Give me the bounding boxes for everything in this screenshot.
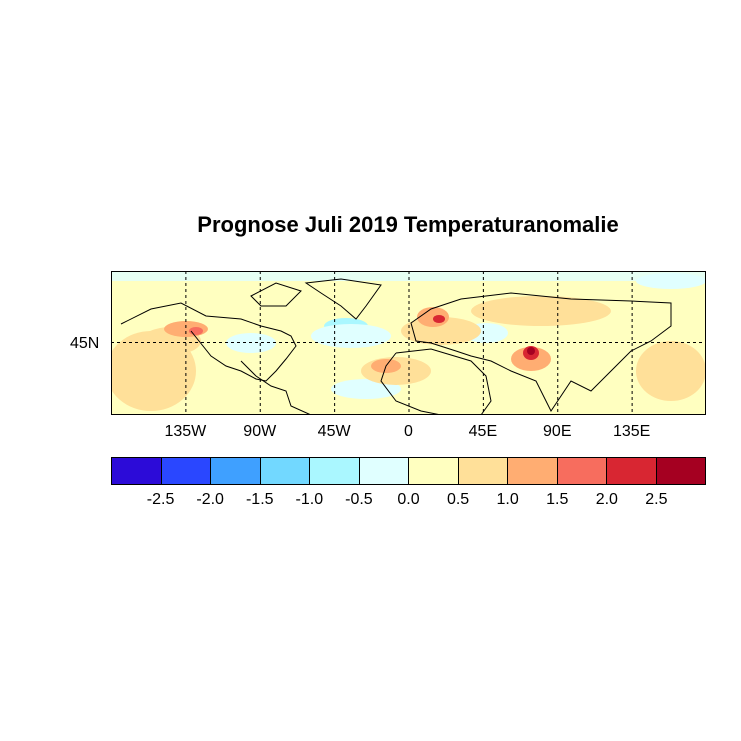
lon-label: 135E [612, 423, 651, 440]
colorbar-label: 1.5 [546, 491, 569, 508]
anomaly-shading [111, 271, 706, 411]
colorbar-box [260, 458, 310, 484]
scandinavia-warm [417, 307, 449, 327]
europe-warm [401, 317, 481, 345]
plot-title: Prognose Juli 2019 Temperaturanomalie [197, 212, 619, 237]
colorbar-label: 0.0 [397, 491, 420, 508]
map-frame [111, 271, 706, 415]
colorbar-label: 2.0 [595, 491, 618, 508]
lat-label-45n: 45N [70, 335, 100, 352]
colorbar-label: 0.5 [446, 491, 470, 508]
siberia-warm [471, 296, 611, 326]
lon-label: 90E [543, 423, 572, 440]
colorbar [111, 457, 706, 485]
colorbar-box [508, 458, 558, 484]
colorbar-box [409, 458, 459, 484]
colorbar-label: -1.5 [245, 491, 274, 508]
coastlines [120, 278, 672, 415]
colorbar-box [557, 458, 607, 484]
colorbar-box [359, 458, 409, 484]
atlantic-cool-2 [311, 324, 391, 348]
eurasia-coast [410, 292, 672, 412]
colorbar-box [310, 458, 360, 484]
lon-label: 0 [404, 423, 413, 440]
africa-coast [380, 348, 492, 415]
greenland-coast [304, 278, 382, 320]
colorbar-label: -0.5 [345, 491, 373, 508]
siberia-cool [636, 273, 706, 289]
colorbar-label: 1.0 [496, 491, 519, 508]
west-pacific-warm [636, 341, 706, 401]
lon-label: 45W [317, 423, 351, 440]
colorbar-box [211, 458, 261, 484]
colorbar-label: -2.5 [146, 491, 175, 508]
central-america-coast [240, 360, 312, 415]
gridlines [111, 271, 706, 415]
canada-archipelago [250, 282, 302, 307]
lon-label: 45E [468, 423, 498, 440]
himalaya-hottest [527, 347, 535, 355]
colorbar-label: 2.5 [645, 491, 668, 508]
colorbar-label: -1.0 [295, 491, 324, 508]
colorbar-box [161, 458, 211, 484]
colorbar-box [458, 458, 508, 484]
lon-label: 90W [243, 423, 277, 440]
scandinavia-hot [433, 315, 445, 323]
arctic-cool [111, 271, 706, 281]
lon-label: 135W [164, 423, 207, 440]
colorbar-box [112, 458, 162, 484]
north-america-coast [120, 302, 297, 382]
colorbar-box [656, 458, 705, 484]
temperature-anomaly-map [111, 271, 706, 415]
colorbar-box [607, 458, 657, 484]
colorbar-label: -2.0 [196, 491, 224, 508]
